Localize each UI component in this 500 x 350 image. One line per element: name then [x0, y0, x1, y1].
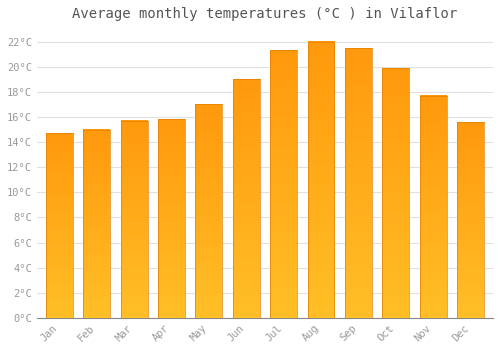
- Title: Average monthly temperatures (°C ) in Vilaflor: Average monthly temperatures (°C ) in Vi…: [72, 7, 458, 21]
